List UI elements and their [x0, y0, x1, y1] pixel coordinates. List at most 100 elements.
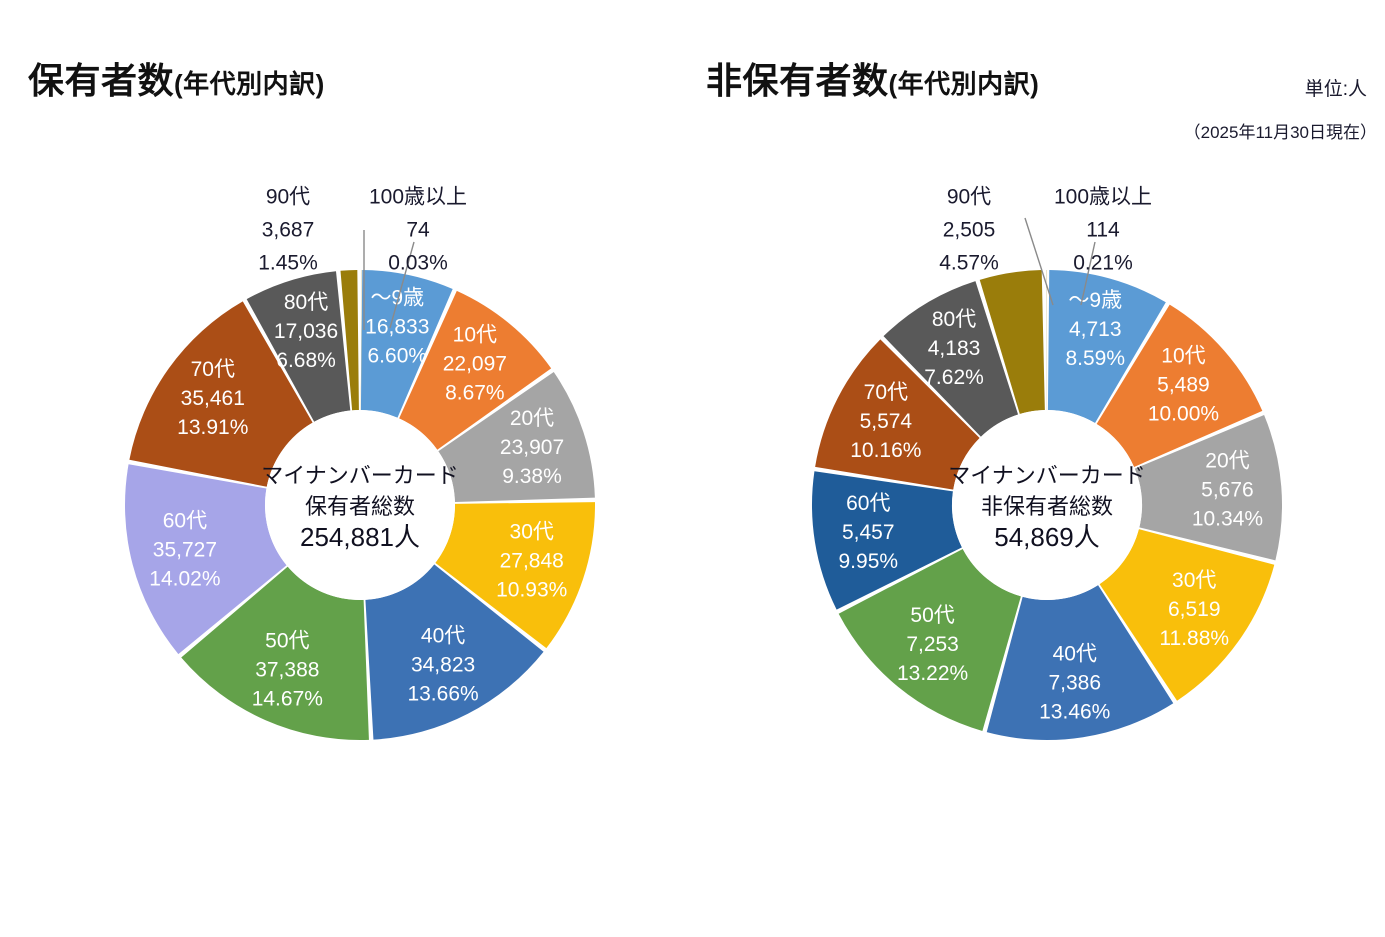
pie-slice[interactable] [340, 270, 359, 411]
pie-slice-label: 10代 [453, 324, 497, 347]
pie-slice-path[interactable] [1099, 529, 1275, 701]
pie-slice-path[interactable] [181, 566, 369, 740]
pie-callout-label: 90代 3,687 1.45% [258, 186, 318, 275]
title-right-main: 非保有者数 [706, 60, 889, 101]
pie-callout-line: 0.03% [388, 252, 448, 275]
pie-slice-label: 8.59% [1065, 347, 1125, 370]
as-of-date-label: （2025年11月30日現在） [1183, 123, 1377, 142]
pie-slice-path[interactable] [360, 270, 363, 411]
pie-slice[interactable]: 80代 17,036 6.68% [246, 271, 351, 422]
donut-svg: ～9歳 4,713 8.59% 10代 5,489 10.00% 20代 5,676 10.34… [812, 186, 1282, 740]
pie-slice-path[interactable] [1047, 270, 1166, 424]
pie-slice-label: 60代 [846, 492, 890, 515]
callout-leader-line [389, 241, 415, 329]
pie-slice[interactable]: ～9歳 16,833 6.60% [360, 270, 453, 418]
pie-slice[interactable]: 30代 6,519 11.88% [1099, 529, 1275, 701]
pie-callout-line: 114 [1086, 219, 1120, 242]
pie-slice-path[interactable] [1096, 304, 1263, 467]
donut-chart-holders: ～9歳 16,833 6.60% 10代 22,097 8.67% 20代 23,907 9.3… [10, 150, 700, 930]
pie-slice-label: 80代 [932, 308, 976, 331]
pie-slice-label: ～9歳 [370, 286, 424, 309]
pie-slice-path[interactable] [365, 564, 544, 740]
pie-slice-label: 70代 [191, 358, 235, 381]
pie-slice-label: 5,489 [1157, 374, 1210, 397]
pie-slice-label: 30代 [510, 521, 554, 544]
pie-slice[interactable]: 50代 7,253 13.22% [838, 548, 1021, 731]
pie-callout-line: 90代 [266, 186, 310, 209]
pie-slice-path[interactable] [883, 281, 1019, 437]
pie-slice-path[interactable] [435, 502, 595, 649]
pie-callout-line: 3,687 [262, 219, 315, 242]
pie-callout-label: 100歳以上 74 0.03% [369, 186, 467, 275]
pie-slice[interactable]: 80代 4,183 7.62% [883, 281, 1019, 437]
pie-callout-line: 100歳以上 [369, 186, 467, 209]
pie-slice[interactable] [1046, 270, 1047, 411]
donut-chart-nonholders: ～9歳 4,713 8.59% 10代 5,489 10.00% 20代 5,676 10.34… [695, 150, 1385, 930]
pie-slice[interactable]: 70代 35,461 13.91% [129, 301, 313, 487]
pie-slice-path[interactable] [246, 271, 351, 422]
pie-callout-label: 100歳以上 114 0.21% [1054, 186, 1152, 275]
pie-slice[interactable] [979, 270, 1045, 414]
pie-slice[interactable]: 10代 5,489 10.00% [1096, 304, 1263, 467]
pie-callout-label: 90代 2,505 4.57% [939, 186, 999, 275]
pie-callout-line: 1.45% [258, 252, 318, 275]
pie-slice[interactable]: 30代 27,848 10.93% [435, 502, 595, 649]
pie-slice-label: 14.67% [252, 687, 323, 710]
pie-slice-label: 10代 [1161, 345, 1205, 368]
pie-slice-label: 10.16% [850, 439, 921, 462]
page-title-holders: 保有者数(年代別内訳) [28, 52, 325, 104]
pie-slice[interactable]: 20代 5,676 10.34% [1134, 415, 1282, 561]
pie-callout-line: 90代 [947, 186, 991, 209]
pie-slice[interactable]: 60代 35,727 14.02% [124, 464, 287, 655]
pie-slice-path[interactable] [838, 548, 1021, 731]
pie-slice[interactable]: 40代 34,823 13.66% [365, 564, 544, 740]
pie-slice-label: 10.00% [1148, 403, 1219, 426]
pie-slice-path[interactable] [986, 585, 1174, 740]
pie-slice-label: 11.88% [1159, 627, 1229, 650]
pie-slice[interactable]: 50代 37,388 14.67% [181, 566, 369, 740]
pie-slice-label: 35,461 [181, 387, 245, 410]
pie-slice-label: 80代 [284, 291, 328, 314]
donut-center-text: 保有者総数 [305, 494, 415, 519]
pie-slice-label: 5,574 [860, 410, 913, 433]
pie-slice-label: 20代 [510, 407, 554, 430]
pie-slice[interactable]: 60代 5,457 9.95% [812, 471, 962, 610]
pie-slice-path[interactable] [340, 270, 359, 411]
pie-slice-label: 16,833 [365, 315, 429, 338]
pie-slice-path[interactable] [1134, 415, 1282, 561]
pie-slice-path[interactable] [360, 270, 453, 418]
pie-slice-label: 9.38% [502, 465, 562, 488]
pie-slice[interactable]: ～9歳 4,713 8.59% [1047, 270, 1166, 424]
pie-slice[interactable]: 20代 23,907 9.38% [438, 372, 595, 503]
pie-slice-label: 5,676 [1201, 479, 1254, 502]
title-left-sub: (年代別内訳) [174, 69, 325, 99]
pie-slice-path[interactable] [124, 464, 287, 655]
pie-slice-path[interactable] [1046, 270, 1047, 411]
page-title-nonholders: 非保有者数(年代別内訳) [706, 52, 1039, 104]
pie-slice-label: 4,183 [928, 337, 981, 360]
pie-slice-path[interactable] [812, 471, 962, 610]
pie-slice-path[interactable] [129, 301, 313, 487]
pie-slice-label: 35,727 [153, 538, 217, 561]
pie-slice[interactable] [360, 270, 363, 411]
pie-slice[interactable]: 10代 22,097 8.67% [399, 290, 552, 450]
pie-slice-path[interactable] [438, 372, 595, 503]
pie-slice-label: 70代 [864, 381, 908, 404]
pie-slice-label: 23,907 [500, 436, 564, 459]
pie-callout-line: 74 [406, 219, 430, 242]
pie-slice-label: 27,848 [500, 550, 564, 573]
pie-slice-path[interactable] [979, 270, 1045, 414]
pie-slice-path[interactable] [815, 339, 980, 490]
pie-slice-label: 37,388 [255, 658, 319, 681]
pie-slice-label: 30代 [1172, 569, 1216, 592]
pie-callout-line: 0.21% [1073, 252, 1133, 275]
donut-svg: ～9歳 16,833 6.60% 10代 22,097 8.67%20代 23,907 9.3… [124, 186, 595, 740]
donut-center-text: 非保有者総数 [981, 494, 1113, 519]
pie-slice-label: 7.62% [924, 366, 984, 389]
pie-slice[interactable]: 40代 7,386 13.46% [986, 585, 1174, 740]
pie-callout-line: 100歳以上 [1054, 186, 1152, 209]
pie-slice[interactable]: 70代 5,574 10.16% [815, 339, 980, 490]
pie-slice-path[interactable] [399, 290, 552, 450]
pie-slice-label: 10.93% [496, 579, 567, 602]
pie-slice-label: 40代 [421, 624, 465, 647]
